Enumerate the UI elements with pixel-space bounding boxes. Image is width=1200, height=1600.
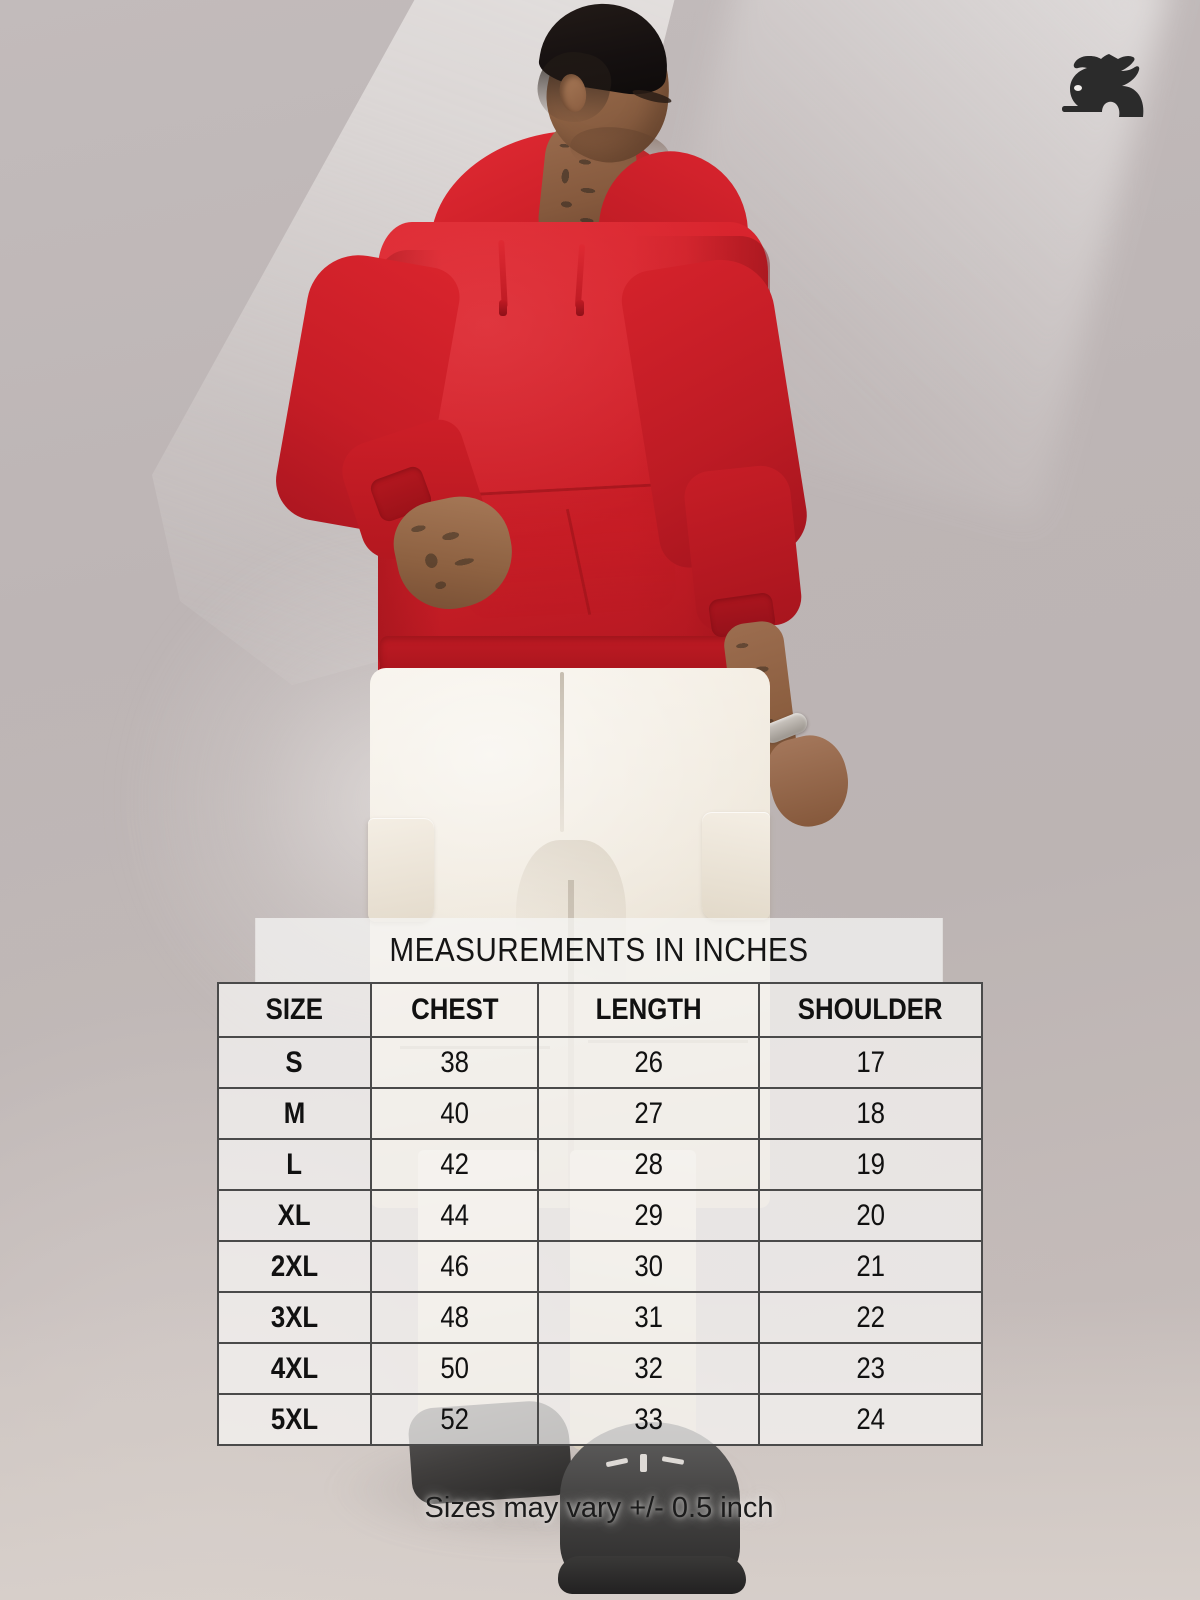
cell-length-value: 33: [634, 1402, 663, 1436]
cell-size: 3XL: [217, 1291, 372, 1344]
size-chart-title: MEASUREMENTS IN INCHES: [255, 918, 943, 982]
cell-length: 26: [537, 1036, 760, 1089]
cell-length: 30: [537, 1240, 760, 1293]
cell-size: S: [217, 1036, 372, 1089]
cell-chest-value: 52: [440, 1402, 469, 1436]
cell-shoulder-value: 24: [856, 1402, 885, 1436]
cell-length-value: 29: [634, 1198, 663, 1232]
brand-logo: [1055, 52, 1155, 136]
column-header-size-label: SIZE: [265, 993, 324, 1026]
column-header-shoulder-label: SHOULDER: [798, 993, 943, 1026]
cell-shoulder-value: 19: [856, 1147, 885, 1181]
cell-chest: 42: [370, 1138, 539, 1191]
cell-shoulder-value: 21: [856, 1249, 885, 1283]
cell-size: XL: [217, 1189, 372, 1242]
cell-shoulder: 24: [758, 1393, 983, 1446]
cargo-pocket-left: [368, 818, 434, 922]
cell-chest: 46: [370, 1240, 539, 1293]
cell-length: 27: [537, 1087, 760, 1140]
cell-chest: 38: [370, 1036, 539, 1089]
drawstring-tip-left: [499, 300, 507, 316]
cell-chest-value: 40: [440, 1096, 469, 1130]
table-row: XL 44 29 20: [217, 1189, 983, 1242]
table-row: S 38 26 17: [217, 1036, 983, 1089]
cell-shoulder: 18: [758, 1087, 983, 1140]
cell-shoulder: 21: [758, 1240, 983, 1293]
cell-shoulder-value: 22: [856, 1300, 885, 1334]
size-chart-table: SIZE CHEST LENGTH SHOULDER S 38 26 17 M …: [217, 982, 983, 1446]
column-header-size: SIZE: [217, 982, 372, 1038]
size-variance-note: Sizes may vary +/- 0.5 inch: [424, 1492, 774, 1524]
cell-size-value: XL: [278, 1198, 311, 1232]
sneaker-lace-center: [640, 1454, 647, 1472]
table-row: 2XL 46 30 21: [217, 1240, 983, 1293]
cell-shoulder: 22: [758, 1291, 983, 1344]
cell-size: M: [217, 1087, 372, 1140]
table-header-row: SIZE CHEST LENGTH SHOULDER: [217, 982, 983, 1038]
cell-size: L: [217, 1138, 372, 1191]
cell-chest: 48: [370, 1291, 539, 1344]
cell-length: 29: [537, 1189, 760, 1242]
cell-shoulder-value: 23: [856, 1351, 885, 1385]
cell-shoulder-value: 18: [856, 1096, 885, 1130]
cell-length-value: 31: [634, 1300, 663, 1334]
cell-shoulder: 20: [758, 1189, 983, 1242]
table-row: 3XL 48 31 22: [217, 1291, 983, 1344]
cell-length-value: 27: [634, 1096, 663, 1130]
cell-chest-value: 50: [440, 1351, 469, 1385]
table-row: L 42 28 19: [217, 1138, 983, 1191]
cell-shoulder-value: 17: [856, 1045, 885, 1079]
table-row: M 40 27 18: [217, 1087, 983, 1140]
cell-size-value: 5XL: [270, 1402, 319, 1436]
cell-shoulder: 17: [758, 1036, 983, 1089]
cell-chest-value: 42: [440, 1147, 469, 1181]
cell-length-value: 30: [634, 1249, 663, 1283]
cell-chest: 40: [370, 1087, 539, 1140]
cell-size-value: 4XL: [270, 1351, 319, 1385]
column-header-chest: CHEST: [370, 982, 539, 1038]
cell-length: 28: [537, 1138, 760, 1191]
cell-size-value: L: [286, 1147, 303, 1181]
cell-size-value: S: [285, 1045, 304, 1079]
cell-shoulder: 19: [758, 1138, 983, 1191]
pants-fly: [560, 672, 564, 832]
cell-chest-value: 46: [440, 1249, 469, 1283]
table-row: 5XL 52 33 24: [217, 1393, 983, 1446]
cell-chest-value: 48: [440, 1300, 469, 1334]
cell-length-value: 28: [634, 1147, 663, 1181]
cargo-pocket-right: [702, 812, 770, 920]
cell-length: 31: [537, 1291, 760, 1344]
cell-size: 4XL: [217, 1342, 372, 1395]
cell-length: 32: [537, 1342, 760, 1395]
table-row: 4XL 50 32 23: [217, 1342, 983, 1395]
cell-size-value: M: [283, 1096, 306, 1130]
cell-length-value: 26: [634, 1045, 663, 1079]
cell-chest: 50: [370, 1342, 539, 1395]
cell-size-value: 3XL: [270, 1300, 319, 1334]
cell-chest: 52: [370, 1393, 539, 1446]
cell-chest-value: 44: [440, 1198, 469, 1232]
cell-length-value: 32: [634, 1351, 663, 1385]
column-header-shoulder: SHOULDER: [758, 982, 983, 1038]
cell-size: 2XL: [217, 1240, 372, 1293]
cell-shoulder: 23: [758, 1342, 983, 1395]
drawstring-tip-right: [576, 300, 584, 316]
sneaker-right-sole: [558, 1556, 746, 1594]
column-header-chest-label: CHEST: [410, 993, 499, 1026]
cell-chest: 44: [370, 1189, 539, 1242]
size-chart-panel: MEASUREMENTS IN INCHES SIZE CHEST LENGTH…: [217, 918, 983, 1446]
cell-size-value: 2XL: [270, 1249, 319, 1283]
cell-length: 33: [537, 1393, 760, 1446]
cell-size: 5XL: [217, 1393, 372, 1446]
cell-chest-value: 38: [440, 1045, 469, 1079]
cell-shoulder-value: 20: [856, 1198, 885, 1232]
column-header-length: LENGTH: [537, 982, 760, 1038]
rabbit-logo-icon: [1062, 54, 1144, 117]
column-header-length-label: LENGTH: [595, 993, 702, 1026]
